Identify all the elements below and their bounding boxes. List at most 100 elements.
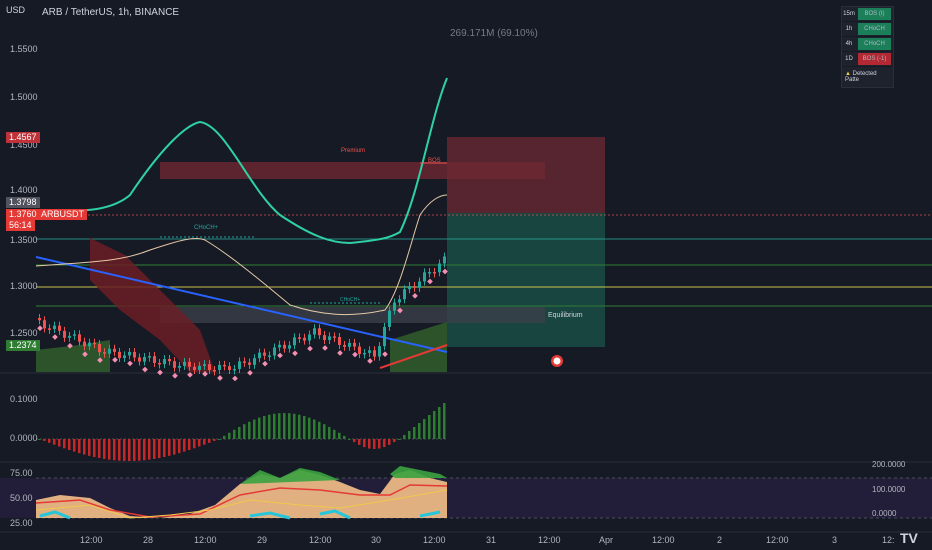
rsi-axis-label: 75.00 <box>10 468 33 478</box>
candle <box>318 328 321 336</box>
tradingview-logo-icon: TV <box>900 530 918 546</box>
mtf-row: 4h CHoCH <box>842 37 893 52</box>
signal-diamond <box>82 351 88 358</box>
histogram-bar <box>43 439 46 441</box>
position-stop-zone[interactable] <box>447 137 605 213</box>
candle <box>88 342 91 347</box>
histogram-bar <box>183 439 186 452</box>
histogram-bar <box>223 435 226 439</box>
candle <box>358 346 361 355</box>
histogram-bar <box>253 419 256 439</box>
candle <box>173 361 176 368</box>
mtf-footer: ▲ Detected Patte <box>842 67 893 87</box>
event-flag-icon-inner <box>553 357 561 365</box>
candle <box>103 352 106 354</box>
histogram-bar <box>248 421 251 439</box>
candle <box>388 310 391 327</box>
histogram-bar <box>158 439 161 459</box>
rsi-axis-label: 50.00 <box>10 493 33 503</box>
candle <box>238 361 241 369</box>
price-axis-label: 1.3000 <box>10 281 38 291</box>
mtf-timeframe: 15m <box>843 11 855 17</box>
histogram-bar <box>363 439 366 448</box>
time-axis-label: 28 <box>143 535 154 545</box>
histogram-bar <box>218 439 221 440</box>
position-target-zone[interactable] <box>447 213 605 347</box>
candle <box>253 358 256 365</box>
price-axis-label: 1.5000 <box>10 92 38 102</box>
histogram-bar <box>338 432 341 439</box>
signal-diamond <box>397 307 403 314</box>
candle <box>368 350 371 353</box>
mtf-structure-table: 15m BOS (I) 1h CHoCH 4h CHoCH 1D BOS (-1… <box>841 6 894 88</box>
histogram-bar <box>148 439 151 460</box>
time-axis-label: Apr <box>599 535 614 545</box>
warning-icon: ▲ <box>845 71 851 77</box>
candle <box>158 362 161 365</box>
low-price-tag: 1.2374 <box>6 340 40 351</box>
mtf-timeframe: 1D <box>845 56 853 62</box>
candle <box>383 326 386 347</box>
candles-group <box>37 252 448 382</box>
histogram-bar <box>128 439 131 461</box>
signal-diamond <box>157 369 163 376</box>
histogram-bar <box>403 435 406 439</box>
time-axis-label: 2 <box>717 535 723 545</box>
rsi-overbought-fill <box>390 466 447 478</box>
histogram-bar <box>203 439 206 445</box>
histogram-bar <box>398 439 401 440</box>
bos-label: BOS <box>428 158 441 164</box>
histogram-bar <box>78 439 81 454</box>
candle <box>443 256 446 264</box>
signal-diamond <box>442 268 448 275</box>
rsi-signal-line <box>35 484 448 518</box>
histogram-bar <box>303 415 306 439</box>
signal-diamond <box>382 351 388 357</box>
symbol-title[interactable]: ARB / TetherUS, 1h, BINANCE <box>42 7 180 18</box>
histogram-bar <box>133 439 136 461</box>
cloud-bear <box>90 238 215 372</box>
signal-diamond <box>277 352 283 359</box>
choch-label: CHoCH+ <box>340 297 361 303</box>
histogram-bar <box>368 439 371 449</box>
trend-line[interactable] <box>35 256 448 353</box>
histogram-bar <box>48 439 51 443</box>
candle <box>113 348 116 352</box>
histogram-bar <box>238 426 241 439</box>
signal-diamond <box>262 360 268 367</box>
high-price-tag: 1.4567 <box>6 132 40 143</box>
candle <box>433 271 436 274</box>
candle <box>418 281 421 288</box>
candle <box>328 336 331 340</box>
candle <box>273 347 276 356</box>
time-axis-label: 12:00 <box>194 535 217 545</box>
candle <box>218 364 221 370</box>
candle <box>83 341 86 347</box>
histogram-bar <box>273 413 276 439</box>
candle <box>203 364 206 366</box>
histogram-bar <box>268 414 271 439</box>
countdown-tag: 56:14 <box>6 220 35 231</box>
histogram-bar <box>328 426 331 439</box>
measure-label: 269.171M (69.10%) <box>450 28 538 39</box>
signal-diamond <box>172 372 178 379</box>
candle <box>58 325 61 331</box>
candle <box>303 337 306 341</box>
signal-diamond <box>67 342 73 349</box>
candle <box>233 368 236 371</box>
histogram-bar <box>208 439 211 443</box>
histogram-bar <box>418 423 421 439</box>
signal-diamond <box>112 357 118 363</box>
histogram-bar <box>313 419 316 439</box>
trend-line-red[interactable] <box>379 344 448 369</box>
candle <box>263 352 266 356</box>
mtf-row: 15m BOS (I) <box>842 7 893 22</box>
mtf-timeframe: 1h <box>845 26 853 32</box>
histogram-bar <box>298 414 301 439</box>
candle <box>333 336 336 338</box>
histogram-bar <box>243 424 246 439</box>
histogram-bar <box>173 439 176 455</box>
candle <box>198 365 201 370</box>
